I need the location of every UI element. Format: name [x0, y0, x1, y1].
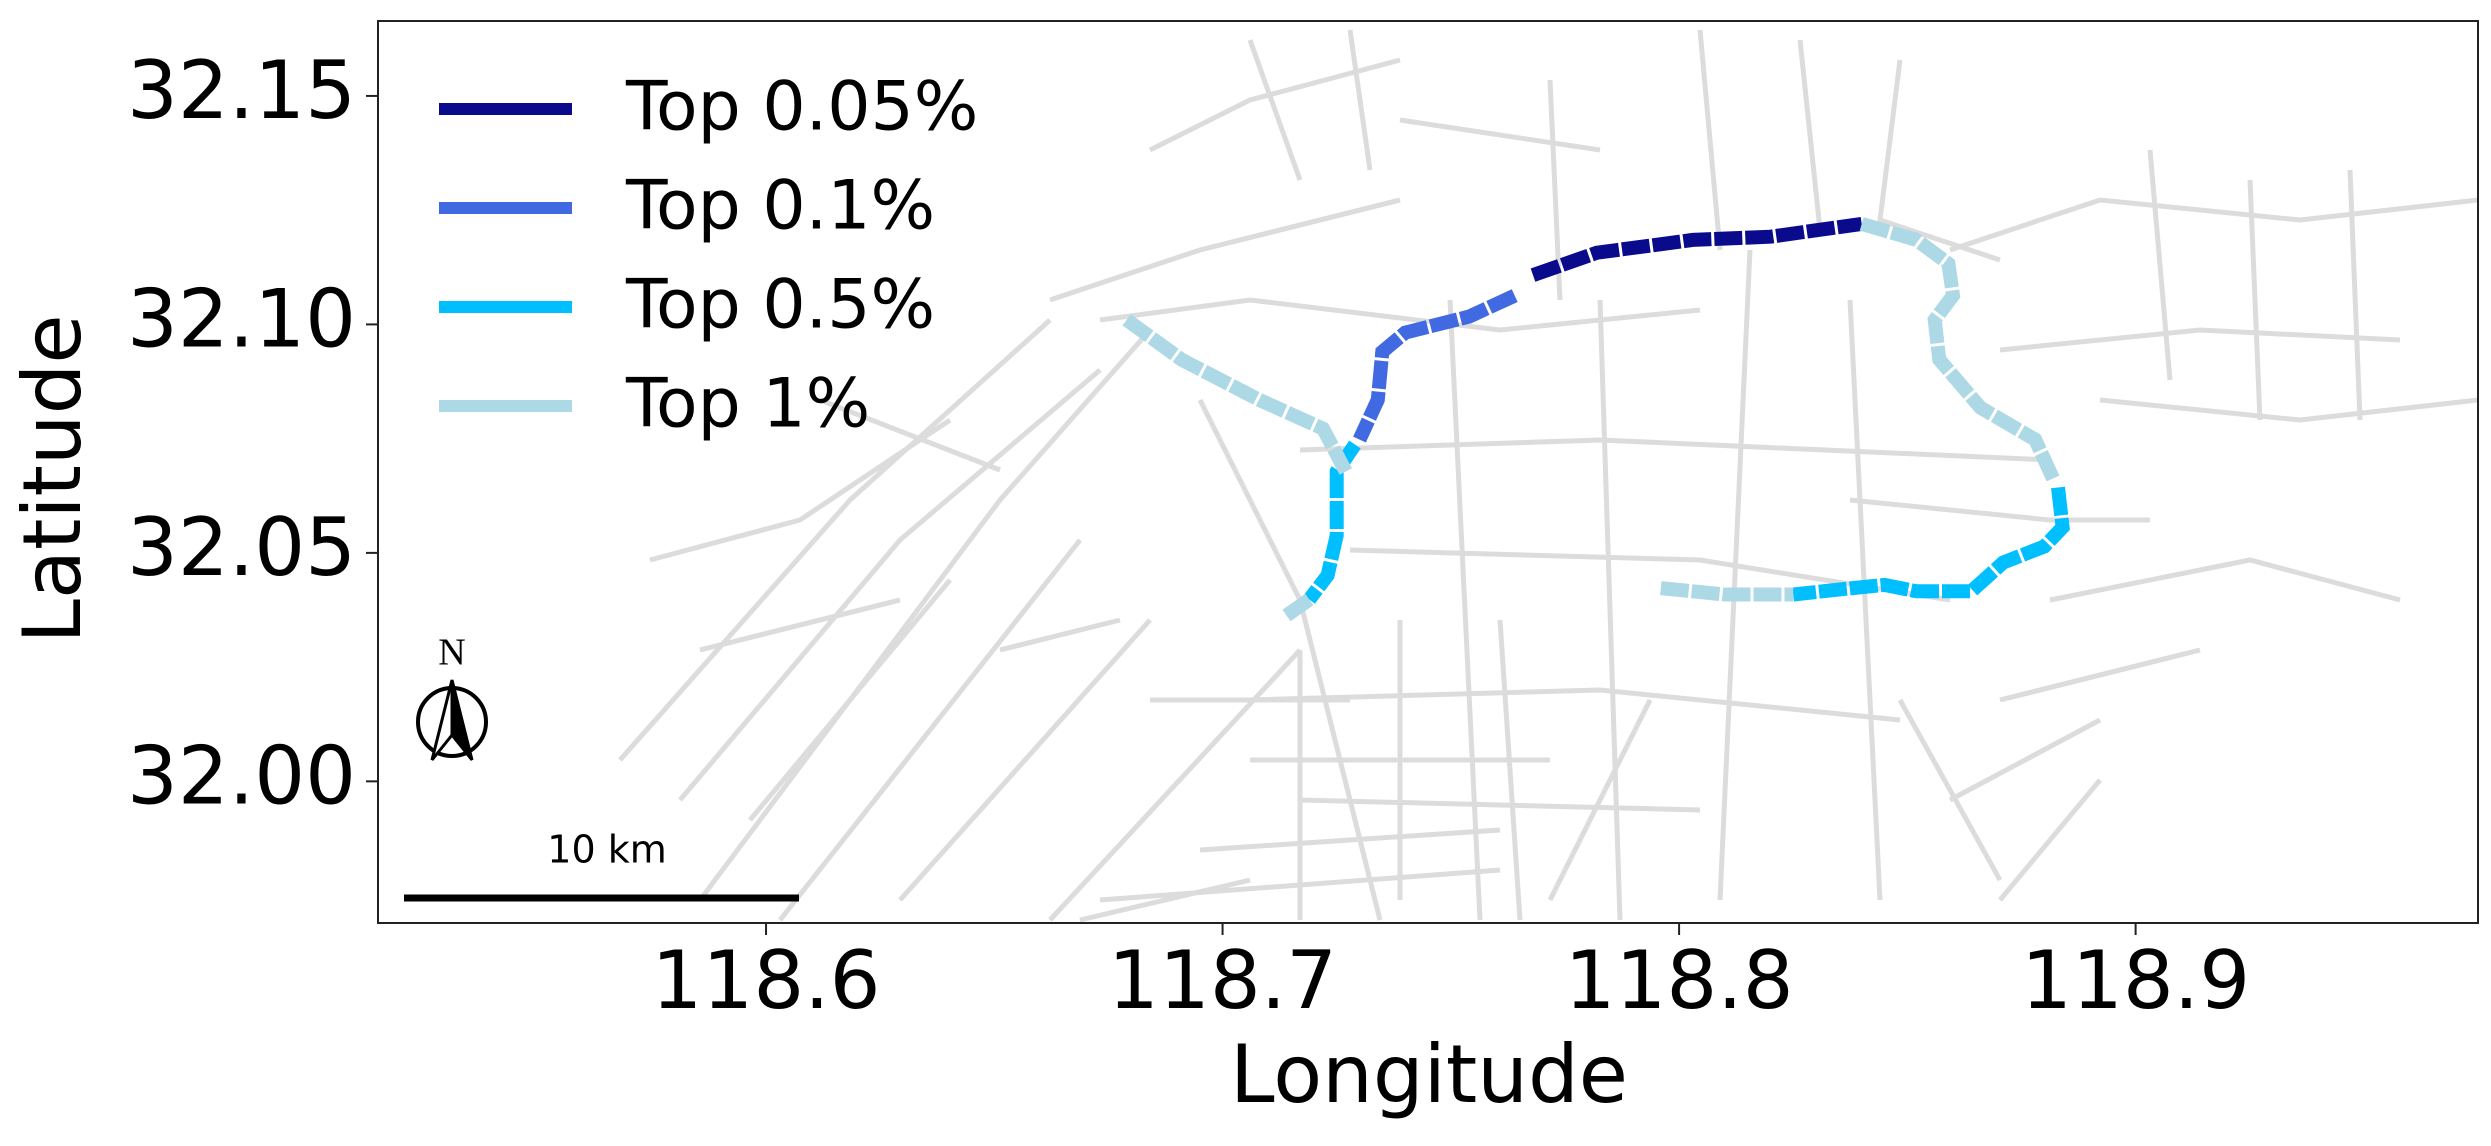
y-tick-label: 32.05	[127, 501, 356, 594]
route	[1122, 217, 2060, 622]
north-arrow	[416, 679, 488, 761]
x-tick-label: 118.6	[652, 934, 881, 1027]
routes	[1122, 216, 2070, 622]
route	[1530, 216, 1863, 282]
y-axis-label: Latitude	[6, 314, 99, 643]
plot-frame	[377, 20, 2479, 924]
legend-label: Top 0.5%	[625, 266, 935, 345]
y-tick-label: 32.00	[127, 729, 356, 822]
route	[1303, 440, 2070, 604]
x-tick-label: 118.8	[1565, 934, 1794, 1027]
legend-label: Top 0.05%	[625, 68, 978, 147]
x-tick-label: 118.9	[2021, 934, 2250, 1027]
scale-bar-label: 10 km	[547, 828, 666, 872]
y-tick-label: 32.10	[127, 272, 356, 365]
y-tick-label: 32.15	[127, 44, 356, 137]
x-tick-label: 118.7	[1108, 934, 1337, 1027]
road-network	[618, 29, 2478, 923]
roads	[1849, 149, 2478, 902]
north-label: N	[438, 632, 465, 674]
legend-label: Top 1%	[625, 365, 870, 444]
roads	[698, 328, 1550, 923]
x-axis-label: Longitude	[1230, 1028, 1628, 1121]
route	[1353, 289, 1518, 443]
roads	[618, 29, 1653, 902]
legend-label: Top 0.1%	[625, 167, 935, 246]
roads	[1099, 29, 2051, 921]
